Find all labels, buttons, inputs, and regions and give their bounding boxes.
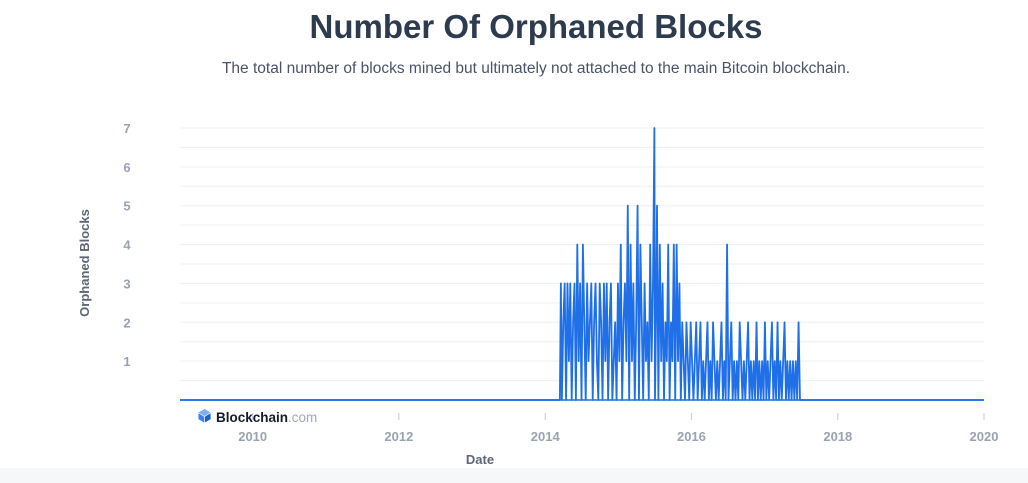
y-tick-label: 7 bbox=[123, 121, 130, 136]
y-tick-label: 5 bbox=[123, 199, 130, 214]
x-tick-label: 2018 bbox=[823, 429, 852, 444]
x-tick-label: 2014 bbox=[531, 429, 561, 444]
x-axis-ticks: 2010 2012 2014 2016 2018 2020 bbox=[238, 413, 998, 444]
y-tick-label: 6 bbox=[123, 160, 130, 175]
y-axis-ticks: 1 2 3 4 5 6 7 bbox=[123, 121, 131, 369]
x-tick-label: 2010 bbox=[238, 429, 267, 444]
y-tick-label: 4 bbox=[123, 238, 131, 253]
watermark-suffix: .com bbox=[288, 409, 318, 425]
blockchain-watermark: Blockchain.com bbox=[197, 408, 317, 426]
chart-title: Number Of Orphaned Blocks bbox=[309, 8, 763, 45]
y-axis-title: Orphaned Blocks bbox=[77, 209, 92, 317]
y-tick-label: 3 bbox=[123, 276, 130, 291]
orphaned-blocks-series-line bbox=[180, 127, 984, 401]
x-tick-label: 2016 bbox=[677, 429, 706, 444]
bottom-strip bbox=[0, 468, 1028, 483]
cube-logo-icon bbox=[197, 408, 212, 426]
watermark-brand: Blockchain bbox=[216, 409, 289, 425]
y-tick-label: 1 bbox=[123, 354, 130, 369]
x-axis-title: Date bbox=[466, 452, 494, 467]
chart-subtitle: The total number of blocks mined but ult… bbox=[221, 60, 851, 77]
y-tick-label: 2 bbox=[123, 315, 130, 330]
x-tick-label: 2012 bbox=[384, 429, 413, 444]
x-tick-label: 2020 bbox=[970, 429, 999, 444]
